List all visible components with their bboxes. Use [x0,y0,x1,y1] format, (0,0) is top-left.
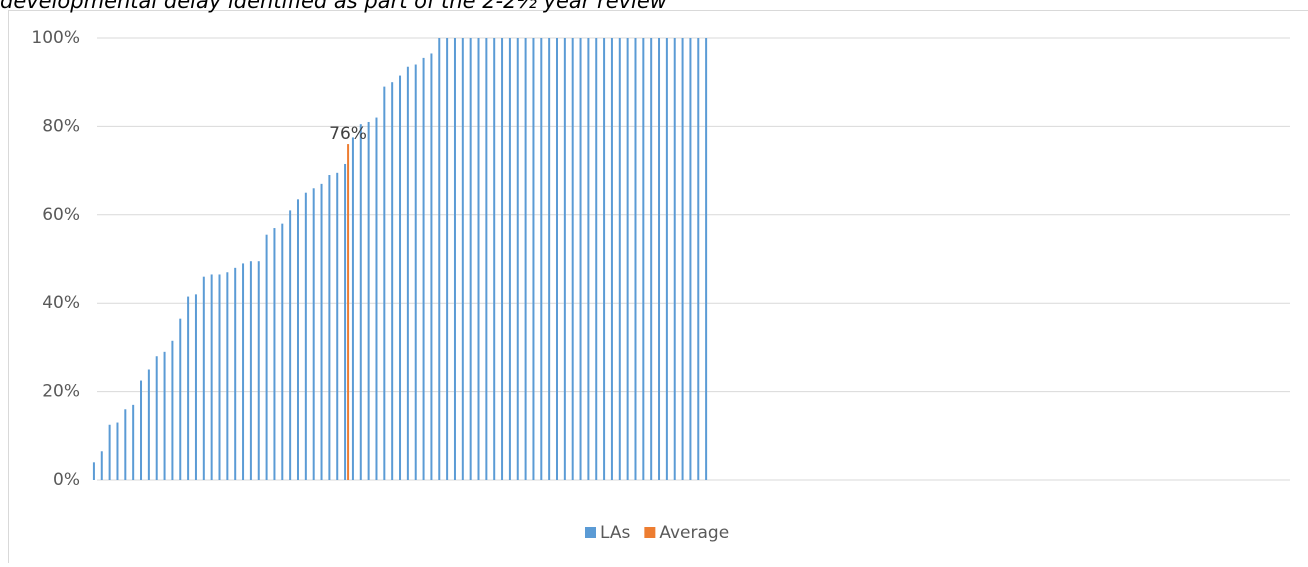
bar [587,38,589,480]
bar [132,405,134,480]
bar [572,38,574,480]
bar [399,76,401,480]
bar [415,65,417,480]
y-tick-label: 80% [42,116,80,136]
bar [446,38,448,480]
bar [352,137,354,480]
bar [532,38,534,480]
bar [109,425,111,480]
bar [485,38,487,480]
y-tick-label: 60% [42,205,80,225]
bar [517,38,519,480]
bar [156,356,158,480]
bar [179,319,181,480]
bar [273,228,275,480]
bar [375,118,377,480]
legend-label: LAs [600,523,630,543]
bar [470,38,472,480]
bar [493,38,495,480]
bar [438,38,440,480]
bar [430,53,432,480]
bar [509,38,511,480]
bar [595,38,597,480]
bar [650,38,652,480]
data-label: 76% [329,124,367,144]
bar [478,38,480,480]
bar [501,38,503,480]
bar [336,173,338,480]
bar [93,462,95,480]
bar [423,58,425,480]
bar [101,451,103,480]
bar [347,144,349,480]
bar [203,277,205,480]
chart-title: developmental delay identified as part o… [0,0,668,13]
bar [642,38,644,480]
bar [540,38,542,480]
bar [171,341,173,480]
bar [148,370,150,481]
y-tick-label: 20% [42,382,80,402]
bar [258,261,260,480]
bar [634,38,636,480]
bar [705,38,707,480]
bar [682,38,684,480]
bar [368,122,370,480]
bar [454,38,456,480]
bar [289,210,291,480]
bar [195,294,197,480]
bar [658,38,660,480]
bar [619,38,621,480]
bar [305,193,307,480]
bar [281,224,283,480]
bar [674,38,676,480]
bar [603,38,605,480]
bar [321,184,323,480]
bar [234,268,236,480]
y-tick-label: 100% [31,28,80,48]
bar [697,38,699,480]
legend-swatch [585,527,596,538]
bar [525,38,527,480]
bar [580,38,582,480]
bar [124,409,126,480]
bar [611,38,613,480]
bar [548,38,550,480]
bar [383,87,385,480]
bar [344,164,346,480]
bar [564,38,566,480]
bar [313,188,315,480]
bar [627,38,629,480]
bar [226,272,228,480]
bar [211,274,213,480]
bar [242,263,244,480]
y-tick-label: 40% [42,293,80,313]
bar [407,67,409,480]
bar [266,235,268,480]
legend-swatch [644,527,655,538]
legend-label: Average [659,523,729,543]
bar [219,274,221,480]
bar [666,38,668,480]
bar [164,352,166,480]
bar [360,124,362,480]
bar [462,38,464,480]
bar [689,38,691,480]
bar [250,261,252,480]
bar [140,381,142,480]
bar [187,297,189,480]
bar [328,175,330,480]
bar [297,199,299,480]
bar [116,423,118,480]
bar [556,38,558,480]
bar [391,82,393,480]
y-tick-label: 0% [53,470,80,490]
